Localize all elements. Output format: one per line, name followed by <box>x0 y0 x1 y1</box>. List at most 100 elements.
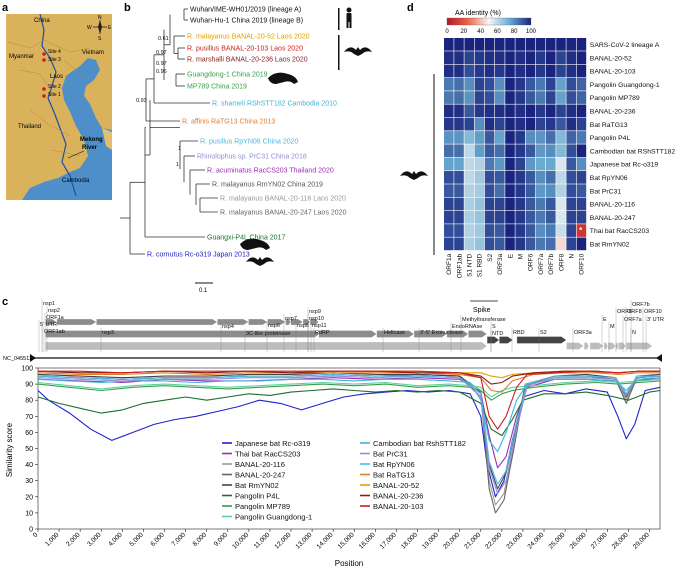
heatmap-cell <box>515 237 525 251</box>
heatmap-cell <box>484 171 495 184</box>
heatmap-cell <box>474 237 485 251</box>
heatmap-cell <box>474 104 485 118</box>
heatmap-cell <box>525 210 536 224</box>
heatmap-cell <box>525 104 536 118</box>
gene-arrow <box>589 342 605 350</box>
heatmap-cell <box>566 38 576 51</box>
heatmap-cell <box>484 237 495 251</box>
tree-leaf-label: R. acuminatus RacCS203 Thailand 2020 <box>207 168 334 175</box>
heatmap-cell <box>454 224 464 237</box>
human-group-bar <box>338 8 340 30</box>
heatmap-cell <box>444 77 454 91</box>
heatmap-cell <box>454 184 464 197</box>
heatmap-cell <box>576 131 587 144</box>
heatmap-cell <box>484 77 495 91</box>
heatmap-cell <box>546 64 556 78</box>
heatmap-cell <box>454 51 464 64</box>
y-tick-label: 60 <box>25 430 33 437</box>
tree-leaf-label: Guangxi-P4L China 2017 <box>207 235 285 242</box>
x-tick-label: 12,000 <box>273 531 292 550</box>
heatmap-cell <box>464 77 474 91</box>
heatmap-cell <box>556 38 566 51</box>
y-tick-label: 80 <box>25 398 33 405</box>
compass-icon: N E S W <box>87 15 112 42</box>
bootstrap-value: 0.96 <box>156 69 167 75</box>
heatmap-cell <box>515 64 525 78</box>
gene-arrow <box>217 318 249 326</box>
heatmap-cell <box>474 144 485 158</box>
heatmap-cell <box>444 38 454 51</box>
gene-arrow <box>446 330 469 338</box>
heatmap-cell <box>464 131 474 144</box>
gene-arrow <box>248 318 268 326</box>
x-tick-label: 4,000 <box>107 531 124 548</box>
x-tick-label: 21,000 <box>463 531 482 550</box>
x-tick-label: 25,000 <box>548 531 567 550</box>
border-lines <box>7 39 91 157</box>
gene-arrow <box>486 336 500 344</box>
tree-leaf-labels: Wuhan/IME-WH01/2019 (lineage A) Wuhan-Hu-… <box>136 7 347 259</box>
heatmap-cell <box>535 117 546 131</box>
x-tick-label: 26,000 <box>569 531 588 550</box>
y-tick-label: 30 <box>25 478 33 485</box>
heatmap-cell <box>505 197 515 211</box>
heatmap-cell <box>556 91 566 104</box>
gene-label: E <box>603 317 607 323</box>
gene-arrow <box>413 330 448 338</box>
heatmap-cell <box>505 64 515 78</box>
heatmap-row-label: BANAL-20-103 <box>590 69 636 76</box>
heatmap-cell <box>464 91 474 104</box>
gene-label: nsp10 <box>309 316 324 322</box>
bootstrap-value: 1 <box>178 146 181 152</box>
legend-label: Pangolin Guangdong-1 <box>235 513 312 522</box>
heatmap-cell <box>505 237 515 251</box>
reference-label: NC_045512 <box>3 356 32 362</box>
heatmap-cell <box>505 224 515 237</box>
gene-arrow <box>96 318 218 326</box>
map-land <box>6 14 112 200</box>
y-tick-label: 40 <box>25 462 33 469</box>
heatmap-cell <box>454 197 464 211</box>
heatmap-cell <box>444 104 454 118</box>
heatmap-cell <box>566 224 576 237</box>
gene-arrow <box>584 342 590 350</box>
bat-icon <box>344 47 372 56</box>
heatmap-cell <box>525 38 536 51</box>
heatmap-cell <box>566 144 576 158</box>
colorbar-ticks: 0 20 40 60 80 100 <box>445 29 536 35</box>
heatmap-cell <box>576 224 587 237</box>
x-tick-label: 13,000 <box>295 531 314 550</box>
site-1-label: Site 1 <box>48 92 61 98</box>
heatmap-cell <box>515 184 525 197</box>
heatmap-cell <box>515 91 525 104</box>
heatmap-cell <box>495 104 505 118</box>
heatmap-cell <box>546 157 556 171</box>
heatmap-cell <box>546 210 556 224</box>
heatmap-cell <box>535 184 546 197</box>
heatmap-cell <box>576 64 587 78</box>
bootstrap-value: 0.61 <box>158 36 169 42</box>
heatmap-cell <box>525 64 536 78</box>
heatmap-row-label: BANAL-20-116 <box>590 202 635 209</box>
heatmap-cell <box>484 64 495 78</box>
heatmap-column-labels: ORF1a ORF1ab S1 NTD S1 RBD S2 ORF3a E M ORF6 ORF7… <box>446 253 586 278</box>
heatmap-cell <box>444 171 454 184</box>
site-2-label: Site 2 <box>48 84 61 90</box>
heatmap-cell <box>464 210 474 224</box>
colorbar-tick: 40 <box>477 29 484 35</box>
heatmap-cell <box>556 131 566 144</box>
heatmap-cell <box>505 171 515 184</box>
gene-label: NTD <box>492 331 503 337</box>
heatmap-cell <box>474 64 485 78</box>
heatmap-cell <box>556 210 566 224</box>
heatmap-cell <box>444 184 454 197</box>
x-tick-label: 19,000 <box>421 531 440 550</box>
tree-leaf-label: Guangdong-1 China 2019 <box>187 72 268 79</box>
gene-label: nsp9 <box>309 309 321 315</box>
heatmap-cell <box>515 131 525 144</box>
tree-leaf-label: R. marshalli BANAL-20-236 Laos 2020 <box>187 57 308 64</box>
bootstrap-value: 1 <box>176 162 179 168</box>
heatmap-cell <box>484 38 495 51</box>
